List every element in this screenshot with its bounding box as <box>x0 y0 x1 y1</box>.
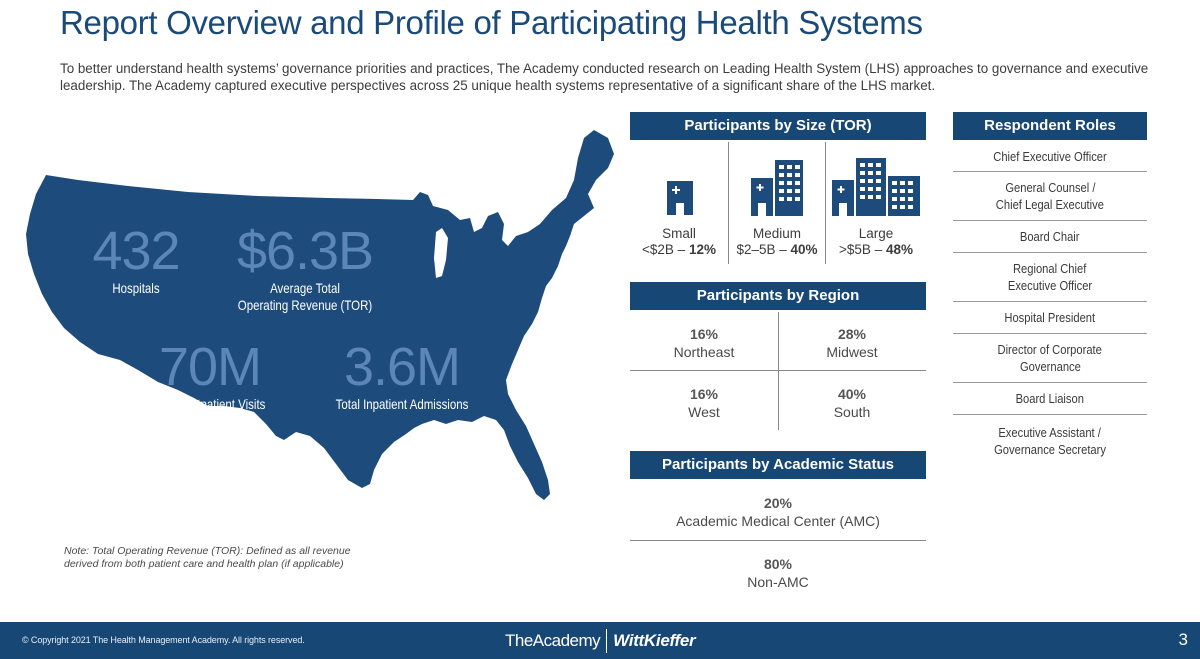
stat-tor-label-line1: Average Total <box>270 280 340 296</box>
size-divider-2 <box>825 142 826 264</box>
region-south-name: South <box>833 404 871 420</box>
size-large: Large >$5B – 48% <box>826 142 926 262</box>
role-general-counsel-line1: General Counsel / <box>1004 179 1096 195</box>
roles-list: Chief Executive Officer General Counsel … <box>953 143 1147 467</box>
logo-divider <box>606 628 608 653</box>
size-medium: Medium $2–5B – 40% <box>729 142 825 262</box>
role-item: General Counsel / Chief Legal Executive <box>953 172 1147 221</box>
role-director-governance-line2: Governance <box>1019 359 1081 374</box>
region-south: 40% South <box>778 385 926 421</box>
tor-note: Note: Total Operating Revenue (TOR): Def… <box>64 545 351 570</box>
stat-outpatient-label: Total Outpatient Visits <box>154 396 266 412</box>
academic-header: Participants by Academic Status <box>630 451 926 479</box>
wittkieffer-logo: WittKieffer <box>613 630 696 650</box>
size-large-pct: 48% <box>885 242 913 257</box>
size-small: Small <$2B – 12% <box>630 142 728 262</box>
footer-bar: © Copyright 2021 The Health Management A… <box>0 622 1200 659</box>
role-item: Board Liaison <box>953 383 1147 415</box>
role-regional-ceo-line1: Regional Chief <box>1013 260 1087 276</box>
brand-logos: TheAcademy WittKieffer <box>505 628 696 653</box>
role-ceo: Chief Executive Officer <box>993 149 1107 165</box>
size-header: Participants by Size (TOR) <box>630 112 926 140</box>
intro-paragraph: To better understand health systems’ gov… <box>60 61 1149 93</box>
size-medium-range: $2–5B <box>736 242 776 257</box>
role-item: Chief Executive Officer <box>953 143 1147 172</box>
stat-hospitals-label: Hospitals <box>112 280 160 296</box>
stat-tor-label-line2: Operating Revenue (TOR) <box>237 297 373 313</box>
role-hospital-president: Hospital President <box>1004 309 1096 325</box>
region-vertical-divider <box>778 312 779 430</box>
region-northeast-pct: 16% <box>689 326 719 342</box>
region-horizontal-divider <box>630 370 926 371</box>
size-large-range: >$5B <box>839 242 871 257</box>
stat-hospitals: 432 Hospitals <box>78 222 194 297</box>
stat-hospitals-value: 432 <box>92 221 180 281</box>
medium-building-icon <box>751 160 803 216</box>
size-small-sep: – <box>673 242 689 257</box>
academic-amc: 20% Academic Medical Center (AMC) <box>630 494 926 530</box>
page-title: Report Overview and Profile of Participa… <box>60 4 923 41</box>
region-northeast: 16% Northeast <box>630 325 778 361</box>
region-west-pct: 16% <box>689 386 719 402</box>
region-west: 16% West <box>630 385 778 421</box>
academic-divider <box>630 540 926 541</box>
us-map-shape <box>26 130 614 500</box>
stat-outpatient-value: 70M <box>158 337 262 397</box>
role-exec-assistant-line2: Governance Secretary <box>994 442 1106 457</box>
region-west-name: West <box>688 404 720 420</box>
stat-inpatient-label: Total Inpatient Admissions <box>335 396 469 412</box>
size-large-name: Large <box>858 226 894 241</box>
region-south-pct: 40% <box>837 386 867 402</box>
region-midwest-pct: 28% <box>837 326 867 342</box>
small-building-icon <box>667 181 693 215</box>
size-small-pct: 12% <box>688 242 716 257</box>
role-board-chair: Board Chair <box>1020 228 1080 244</box>
large-building-icon <box>832 158 920 216</box>
size-large-sep: – <box>870 242 886 257</box>
region-header: Participants by Region <box>630 282 926 310</box>
stat-inpatient: 3.6M Total Inpatient Admissions <box>300 338 504 413</box>
academic-amc-pct: 20% <box>763 495 793 511</box>
size-divider-1 <box>728 142 729 264</box>
role-exec-assistant-line1: Executive Assistant / <box>998 424 1102 440</box>
region-midwest: 28% Midwest <box>778 325 926 361</box>
roles-header: Respondent Roles <box>953 112 1147 140</box>
academic-non-amc-name: Non-AMC <box>747 574 809 590</box>
size-small-name: Small <box>662 226 696 241</box>
region-midwest-name: Midwest <box>826 344 878 360</box>
lake-michigan-gap <box>434 228 448 278</box>
size-medium-pct: 40% <box>790 242 818 257</box>
role-item: Director of Corporate Governance <box>953 334 1147 383</box>
us-map <box>26 130 614 500</box>
copyright-text: © Copyright 2021 The Health Management A… <box>22 635 305 645</box>
role-item: Board Chair <box>953 221 1147 253</box>
stat-tor-value: $6.3B <box>236 221 374 281</box>
role-general-counsel-line2: Chief Legal Executive <box>995 197 1105 212</box>
stat-tor: $6.3B Average Total Operating Revenue (T… <box>200 222 410 314</box>
stat-outpatient: 70M Total Outpatient Visits <box>120 338 300 413</box>
academy-logo: TheAcademy <box>505 630 601 650</box>
role-item: Hospital President <box>953 302 1147 334</box>
size-small-range: <$2B <box>642 242 674 257</box>
role-item: Executive Assistant / Governance Secretar… <box>953 415 1147 467</box>
stat-inpatient-value: 3.6M <box>343 337 461 397</box>
role-item: Regional Chief Executive Officer <box>953 253 1147 302</box>
region-northeast-name: Northeast <box>673 344 735 360</box>
role-board-liaison: Board Liaison <box>1015 390 1085 406</box>
page-number: 3 <box>1178 630 1188 649</box>
size-medium-name: Medium <box>752 226 801 241</box>
academic-non-amc-pct: 80% <box>763 556 793 572</box>
role-director-governance-line1: Director of Corporate <box>997 341 1103 357</box>
role-regional-ceo-line2: Executive Officer <box>1007 278 1093 293</box>
academic-amc-name: Academic Medical Center (AMC) <box>676 513 880 529</box>
size-medium-sep: – <box>775 242 791 257</box>
academic-non-amc: 80% Non-AMC <box>630 555 926 591</box>
